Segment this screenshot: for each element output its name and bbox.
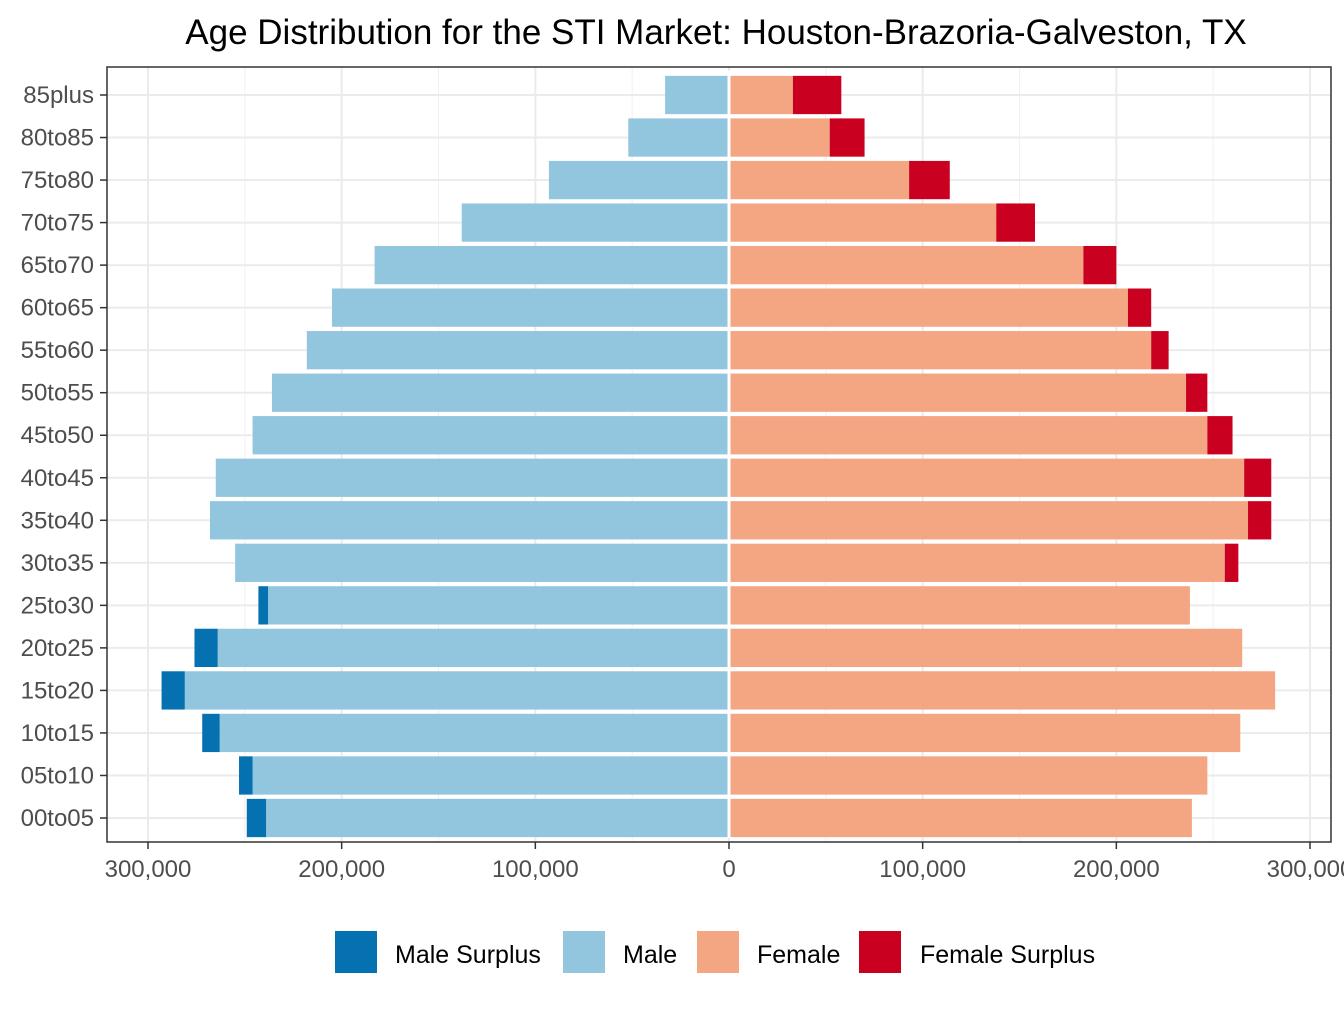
legend: Male Surplus Male Female Female Surplus <box>335 931 1095 973</box>
x-tick-label: 300,000 <box>105 856 192 883</box>
bar-male-00to05 <box>266 798 729 838</box>
y-tick-label: 30to35 <box>21 550 94 577</box>
bar-male-surplus-15to20 <box>161 671 185 710</box>
bar-female-00to05 <box>729 798 1192 838</box>
y-tick-label: 00to05 <box>21 805 94 832</box>
y-tick-label: 65to70 <box>21 252 94 279</box>
y-tick-label: 60to65 <box>21 295 94 322</box>
bar-male-35to40 <box>209 501 729 540</box>
bar-female-30to35 <box>729 543 1225 582</box>
bar-female-surplus-85plus <box>792 75 842 115</box>
bar-female-70to75 <box>729 203 997 242</box>
bar-female-10to15 <box>729 713 1241 753</box>
bar-male-15to20 <box>184 671 730 710</box>
bar-male-30to35 <box>235 543 729 582</box>
legend-label-male-surplus: Male Surplus <box>395 941 541 969</box>
x-tick-label: 100,000 <box>492 856 579 883</box>
bar-female-50to55 <box>729 373 1187 412</box>
y-tick-label: 15to20 <box>21 677 94 704</box>
bar-male-55to60 <box>306 331 729 370</box>
bar-male-60to65 <box>331 288 729 327</box>
bar-female-35to40 <box>729 501 1249 540</box>
bar-male-surplus-20to25 <box>194 628 218 668</box>
bar-male-25to30 <box>268 586 729 625</box>
bar-female-surplus-60to65 <box>1127 288 1152 327</box>
bar-female-45to50 <box>729 416 1208 455</box>
bar-female-surplus-35to40 <box>1248 501 1272 540</box>
plot-panel-border <box>106 66 1332 843</box>
legend-key-male-surplus <box>335 931 377 973</box>
bar-female-75to80 <box>729 160 910 200</box>
bar-female-surplus-75to80 <box>909 160 950 200</box>
bar-male-50to55 <box>271 373 729 412</box>
bar-male-85plus <box>665 75 729 115</box>
bar-female-surplus-70to75 <box>996 203 1035 242</box>
bar-female-surplus-55to60 <box>1151 331 1169 370</box>
bar-female-40to45 <box>729 458 1245 497</box>
bar-female-60to65 <box>729 288 1128 327</box>
y-tick-label: 35to40 <box>21 507 94 534</box>
bar-male-surplus-00to05 <box>246 798 267 838</box>
legend-label-female: Female <box>757 941 840 969</box>
y-tick-label: 85plus <box>23 82 94 109</box>
x-tick-label: 0 <box>722 856 735 883</box>
y-tick-label: 50to55 <box>21 380 94 407</box>
y-axis: 00to05 05to10 10to15 15to20 20to25 25to30 30to… <box>21 82 107 832</box>
x-tick-label: 200,000 <box>298 856 385 883</box>
bar-female-surplus-50to55 <box>1186 373 1208 412</box>
bar-female-05to10 <box>729 756 1208 795</box>
bar-female-80to85 <box>729 118 830 157</box>
bar-male-65to70 <box>374 245 729 285</box>
bar-female-surplus-30to35 <box>1224 543 1239 582</box>
bar-male-surplus-25to30 <box>258 586 269 625</box>
x-tick-label: 200,000 <box>1073 856 1160 883</box>
bar-female-25to30 <box>729 586 1190 625</box>
x-axis: 300,000 200,000 100,000 0 100,000 200,000 300,… <box>105 842 1344 883</box>
bar-female-surplus-40to45 <box>1244 458 1272 497</box>
bar-female-20to25 <box>729 628 1243 668</box>
y-tick-label: 40to45 <box>21 465 94 492</box>
y-tick-label: 45to50 <box>21 422 94 449</box>
y-tick-label: 10to15 <box>21 720 94 747</box>
y-tick-label: 75to80 <box>21 167 94 194</box>
legend-label-female-surplus: Female Surplus <box>920 941 1095 969</box>
bar-male-surplus-05to10 <box>239 756 253 795</box>
bar-male-70to75 <box>461 203 729 242</box>
bar-male-40to45 <box>215 458 730 497</box>
bars-layer <box>161 71 1276 838</box>
legend-key-male <box>563 931 605 973</box>
bar-male-05to10 <box>252 756 729 795</box>
y-tick-label: 80to85 <box>21 125 94 152</box>
bar-male-10to15 <box>219 713 729 753</box>
bar-female-surplus-45to50 <box>1207 416 1233 455</box>
bar-female-55to60 <box>729 331 1152 370</box>
bar-male-75to80 <box>548 160 729 200</box>
chart-title: Age Distribution for the STI Market: Hou… <box>185 13 1246 52</box>
bar-female-surplus-80to85 <box>829 118 865 157</box>
legend-key-female-surplus <box>859 931 901 973</box>
bar-male-20to25 <box>217 628 729 668</box>
x-tick-label: 100,000 <box>879 856 966 883</box>
bar-female-15to20 <box>729 671 1276 710</box>
bar-female-surplus-65to70 <box>1083 245 1117 285</box>
y-tick-label: 55to60 <box>21 337 94 364</box>
bar-male-45to50 <box>252 416 729 455</box>
y-tick-label: 05to10 <box>21 762 94 789</box>
y-tick-label: 25to30 <box>21 592 94 619</box>
bar-female-65to70 <box>729 245 1084 285</box>
legend-label-male: Male <box>623 941 677 969</box>
bar-male-80to85 <box>628 118 729 157</box>
legend-key-female <box>697 931 739 973</box>
bar-female-85plus <box>729 75 793 115</box>
x-tick-label: 300,000 <box>1267 856 1344 883</box>
bar-male-surplus-10to15 <box>202 713 220 753</box>
y-tick-label: 70to75 <box>21 210 94 237</box>
y-tick-label: 20to25 <box>21 635 94 662</box>
